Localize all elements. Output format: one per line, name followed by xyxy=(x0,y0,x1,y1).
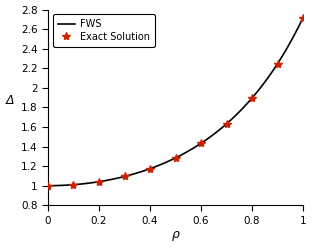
FWS xyxy=(123,175,126,178)
Exact Solution xyxy=(225,122,228,125)
FWS xyxy=(296,26,300,29)
Y-axis label: Δ: Δ xyxy=(6,94,14,107)
FWS xyxy=(102,179,106,182)
FWS xyxy=(46,184,50,187)
Line: FWS: FWS xyxy=(48,18,303,186)
Exact Solution xyxy=(276,62,280,65)
FWS xyxy=(301,16,305,19)
Legend: FWS, Exact Solution: FWS, Exact Solution xyxy=(53,14,155,47)
Exact Solution xyxy=(97,180,101,183)
FWS xyxy=(230,118,234,121)
Exact Solution xyxy=(174,156,178,159)
Exact Solution xyxy=(71,183,75,186)
Exact Solution xyxy=(46,184,50,187)
Exact Solution xyxy=(301,16,305,19)
FWS xyxy=(128,174,131,177)
Line: Exact Solution: Exact Solution xyxy=(44,13,307,190)
X-axis label: ρ: ρ xyxy=(172,228,179,242)
Exact Solution xyxy=(148,167,152,170)
Exact Solution xyxy=(199,142,203,145)
Exact Solution xyxy=(123,175,126,178)
FWS xyxy=(215,131,218,134)
Exact Solution xyxy=(250,97,254,100)
